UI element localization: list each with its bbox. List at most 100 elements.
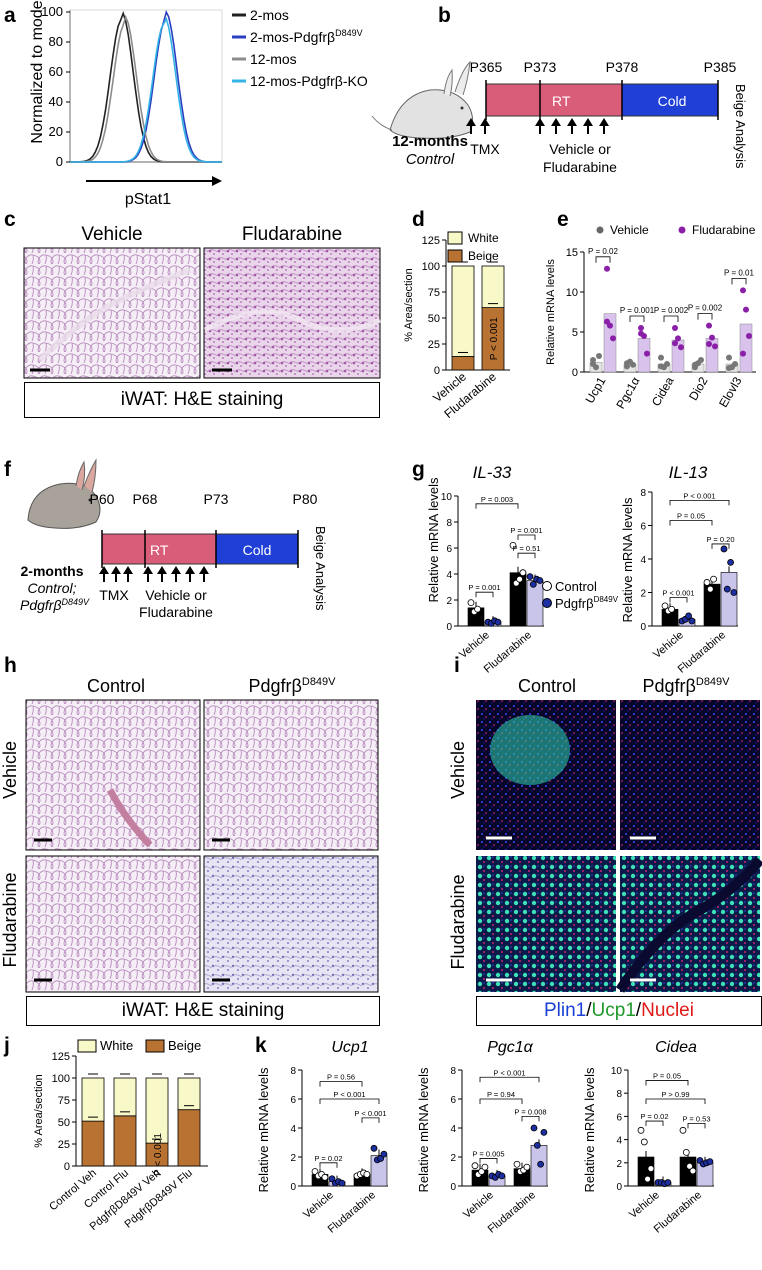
panel-a-curve-3 (70, 16, 222, 163)
panel-j-bar-white (177, 1077, 201, 1111)
panel-k-1-ytick-label: 6 (450, 1095, 456, 1106)
panel-k-1-ytick-label: 8 (450, 1066, 456, 1077)
cold-label-b: Cold (658, 93, 687, 109)
panel-k-letter: k (255, 1034, 267, 1057)
panel-a-ytick-label: 20 (49, 124, 63, 139)
injection-arrow-head (567, 118, 577, 126)
panel-k-1-point (498, 1172, 506, 1180)
panel-c-col-vehicle: Vehicle (81, 224, 142, 245)
panel-e-point (743, 306, 749, 313)
timepoint-p373: P373 (524, 59, 557, 75)
panel-j-legend-beige-label: Beige (168, 1038, 201, 1053)
panel-b-injection-arrows (466, 118, 609, 134)
panel-k-0-pvalue: P = 0.02 (314, 1154, 342, 1163)
panel-e-point (624, 360, 630, 367)
panel-a-ylabel: Normalized to mode (29, 0, 46, 143)
panel-k-2-point (640, 1138, 648, 1146)
injection-arrow-head (480, 118, 490, 126)
panel-k-1-pvalue: P < 0.001 (493, 1068, 525, 1077)
panel-k-2-cat-label: Vehicle (627, 1189, 662, 1221)
panel-i-row-vehicle: Vehicle (448, 741, 468, 799)
panel-g-il13-point (720, 545, 728, 553)
panel-e-ytick-label: 10 (566, 287, 578, 299)
panel-d-ytick-label: 75 (428, 287, 440, 299)
panel-a-legend-label: 2-mos (250, 7, 289, 23)
panel-e-pvalue: P = 0.002 (654, 306, 689, 315)
panel-j-pvalue: P < 0.001 (153, 1133, 164, 1176)
panel-g-il13-point (727, 558, 734, 566)
panel-g-il33-cat-label: Vehicle (457, 629, 492, 661)
panel-k-title: Pgc1α (487, 1039, 533, 1056)
panel-g-il13-point (706, 585, 714, 593)
panel-k-1-point (540, 1128, 548, 1136)
panel-e-point (712, 343, 718, 350)
panel-k-2-ytick-label: 2 (616, 1159, 622, 1170)
panel-d-bar-white (481, 265, 505, 308)
panel-i-row-fludarabine: Fludarabine (448, 874, 468, 969)
timepoint-p60: P60 (90, 491, 115, 507)
panel-j-ytick-label: 25 (58, 1139, 70, 1151)
treatment-label-f-1: Vehicle or (145, 587, 207, 603)
panel-j-bar-white (113, 1077, 137, 1117)
panel-g-il33-pvalue: P = 0.001 (468, 583, 500, 592)
panel-e-pvalue: P = 0.01 (724, 268, 754, 277)
panel-k-0-point (380, 1150, 388, 1158)
panel-c-col-fludarabine: Fludarabine (242, 224, 342, 245)
panel-d-ytick-label: 125 (422, 235, 440, 247)
panel-e-cat-label: Cidea (649, 374, 677, 408)
panel-e-point (746, 333, 752, 339)
panel-e-legend-dot-vehicle (596, 226, 604, 234)
rt-label-b: RT (552, 93, 571, 109)
panel-e-bracket (629, 315, 645, 322)
panel-e-ytick-label: 5 (572, 327, 578, 339)
panel-d-legend-white (447, 231, 463, 245)
panel-e-point (610, 335, 616, 342)
panel-d-legend-beige-label: Beige (468, 249, 499, 263)
panel-e-pvalue: P = 0.002 (688, 304, 723, 313)
panel-e-point (672, 340, 678, 347)
panel-j-ylabel: % Area/section (33, 1074, 45, 1147)
injection-arrow-head (123, 566, 133, 574)
panel-k-1-point (530, 1124, 538, 1132)
panel-g-legend-mutant: PdgfrβD849V (555, 595, 619, 611)
panel-e-point (706, 341, 712, 347)
panel-k-2-point (689, 1167, 697, 1175)
panel-e-point (664, 361, 670, 367)
injection-arrow-head (599, 118, 609, 126)
panel-e-point (638, 325, 644, 331)
panel-e-bar (739, 323, 753, 373)
panel-g-il13-point (685, 612, 692, 620)
panel-g-il13-pvalue: P = 0.20 (706, 535, 734, 544)
panel-h-row-fludarabine: Fludarabine (0, 872, 20, 967)
panel-g-il33-ytick-label: 10 (441, 492, 453, 503)
panel-k-1-point (533, 1142, 541, 1149)
he-image-h-mutant-vehicle (203, 699, 379, 851)
panel-k-2-pvalue: P = 0.53 (682, 1114, 710, 1123)
panel-k-2-ytick-label: 6 (616, 1112, 622, 1123)
panel-h-letter: h (4, 654, 17, 677)
panel-k-1-point (481, 1163, 489, 1171)
panel-a-letter: a (4, 4, 16, 27)
panel-e-bracket (663, 315, 679, 322)
panel-a-ytick-label: 100 (41, 4, 63, 19)
injection-arrow-head (157, 566, 167, 574)
panel-g-il13-point (668, 605, 675, 613)
panel-g-il33-ytick-label: 0 (446, 622, 452, 633)
caption-slash-1: / (586, 1000, 592, 1021)
panel-g-il33-bracket (517, 552, 536, 559)
panel-e-chart: 0 5 10 15 Relative mRNA levels Vehicle Fludara… (545, 223, 756, 411)
panel-i-caption: Plin1/Ucp1/Nuclei (476, 996, 762, 1026)
panel-h-col-mutant: PdgfrβD849V (248, 676, 336, 696)
panel-e-point (698, 357, 704, 363)
panel-a-legend-text: 2-mos (250, 7, 289, 23)
panel-e-point (675, 335, 681, 342)
panel-i-col-control: Control (518, 676, 576, 696)
panel-e-legend-vehicle: Vehicle (610, 223, 649, 237)
panel-e-cat-label: Dio2 (686, 374, 711, 403)
panel-a-curve-2 (70, 14, 222, 163)
panel-e-point (678, 344, 684, 351)
panel-g-il13-point (730, 589, 738, 596)
panel-g-legend-mutant-dot (542, 598, 552, 608)
